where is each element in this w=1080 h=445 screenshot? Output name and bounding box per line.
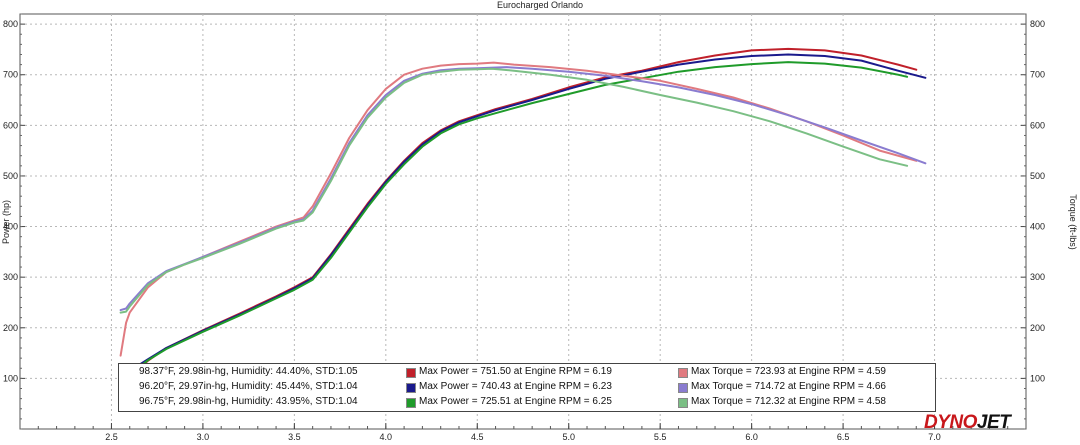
series-group [119, 47, 927, 395]
x-tick-label: 4.0 [380, 432, 393, 442]
y-tick-label: 800 [3, 19, 18, 29]
x-tick-label: 3.5 [288, 432, 301, 442]
y-tick-label: 400 [3, 222, 18, 232]
legend-row-1: 98.37°F, 29.98in-hg, Humidity: 44.40%, S… [119, 365, 935, 380]
y-tick-label: 100 [3, 373, 18, 383]
y-tick-label: 600 [3, 120, 18, 130]
x-tick-label: 4.5 [471, 432, 484, 442]
legend-conditions-3: 96.75°F, 29.98in-hg, Humidity: 43.95%, S… [139, 396, 358, 407]
x-tick-label: 3.0 [197, 432, 210, 442]
x-tick-label: 5.5 [654, 432, 667, 442]
x-tick-label: 6.0 [745, 432, 758, 442]
legend-power-swatch-2 [406, 383, 416, 393]
legend-power-swatch-3 [406, 398, 416, 408]
y2-axis-title: Torque (ft-lbs) [1068, 194, 1078, 250]
legend-conditions-1: 98.37°F, 29.98in-hg, Humidity: 44.40%, S… [139, 366, 358, 377]
legend-power-swatch-1 [406, 368, 416, 378]
legend-torque-1: Max Torque = 723.93 at Engine RPM = 4.59 [691, 366, 886, 377]
y2-tick-label: 200 [1030, 323, 1045, 333]
logo-text-jet: JET [976, 412, 1011, 433]
axis-ticks: 2.5 3.0 3.5 4.0 4.5 5.0 5.5 6.0 6.5 7.0 100 100 200 2… [3, 13, 1045, 442]
y2-tick-label: 800 [1030, 19, 1045, 29]
legend-power-3: Max Power = 725.51 at Engine RPM = 6.25 [419, 396, 612, 407]
legend-power-2: Max Power = 740.43 at Engine RPM = 6.23 [419, 381, 612, 392]
legend-torque-swatch-3 [678, 398, 688, 408]
legend-power-1: Max Power = 751.50 at Engine RPM = 6.19 [419, 366, 612, 377]
y-tick-label: 300 [3, 272, 18, 282]
y2-tick-label: 300 [1030, 272, 1045, 282]
legend-torque-swatch-2 [678, 383, 688, 393]
y-tick-label: 700 [3, 70, 18, 80]
chart-title: Eurocharged Orlando [497, 0, 583, 10]
y2-tick-label: 500 [1030, 171, 1045, 181]
legend-box: 98.37°F, 29.98in-hg, Humidity: 44.40%, S… [118, 363, 936, 412]
x-tick-label: 7.0 [928, 432, 941, 442]
y2-tick-label: 600 [1030, 120, 1045, 130]
legend-row-3: 96.75°F, 29.98in-hg, Humidity: 43.95%, S… [119, 395, 935, 410]
grid-lines [20, 14, 1026, 429]
series-line-power-3 [119, 61, 909, 387]
x-tick-label: 6.5 [837, 432, 850, 442]
y2-tick-label: 400 [1030, 222, 1045, 232]
y-axis-title: Power (hp) [1, 200, 11, 244]
x-tick-label: 5.0 [562, 432, 575, 442]
legend-row-2: 96.20°F, 29.97in-hg, Humidity: 45.44%, S… [119, 380, 935, 395]
y-tick-label: 500 [3, 171, 18, 181]
dynojet-logo: DYNOJET [924, 412, 1036, 434]
y2-tick-label: 700 [1030, 70, 1045, 80]
y2-tick-label: 100 [1030, 373, 1045, 383]
logo-text-dyno: DYNO [924, 412, 977, 433]
legend-torque-2: Max Torque = 714.72 at Engine RPM = 4.66 [691, 381, 886, 392]
legend-torque-3: Max Torque = 712.32 at Engine RPM = 4.58 [691, 396, 886, 407]
legend-torque-swatch-1 [678, 368, 688, 378]
legend-conditions-2: 96.20°F, 29.97in-hg, Humidity: 45.44%, S… [139, 381, 358, 392]
y-tick-label: 200 [3, 323, 18, 333]
series-line-torque-6 [119, 67, 909, 314]
x-tick-label: 2.5 [105, 432, 118, 442]
plot-area [19, 13, 1027, 430]
